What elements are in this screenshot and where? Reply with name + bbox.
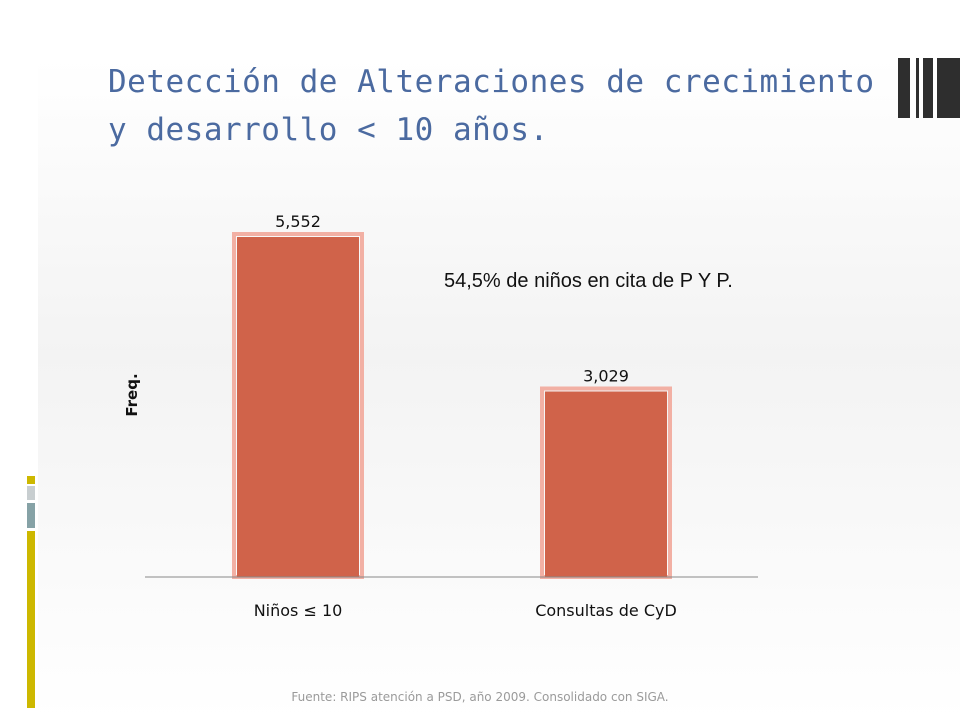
slide-background	[38, 58, 960, 720]
decorative-left-bar	[27, 486, 35, 500]
bars-layer: 5,552 3,029	[232, 212, 672, 579]
source-note: Fuente: RIPS atención a PSD, año 2009. C…	[291, 690, 669, 704]
slide-title: Detección de Alteraciones de crecimiento…	[108, 64, 875, 148]
annotation-text: 54,5% de niños en cita de P Y P.	[444, 270, 733, 292]
bar	[545, 391, 667, 577]
data-label: 3,029	[583, 367, 629, 386]
decorative-stripes	[898, 58, 960, 118]
data-label: 5,552	[275, 212, 321, 231]
decorative-left-bar	[27, 531, 35, 708]
decorative-left-bar	[27, 476, 35, 484]
x-tick-label: Niños ≤ 10	[254, 601, 343, 620]
decorative-left-bar	[27, 503, 35, 528]
x-tick-label: Consultas de CyD	[535, 601, 677, 620]
bar	[237, 237, 359, 577]
y-axis-label: Freq.	[123, 373, 141, 416]
